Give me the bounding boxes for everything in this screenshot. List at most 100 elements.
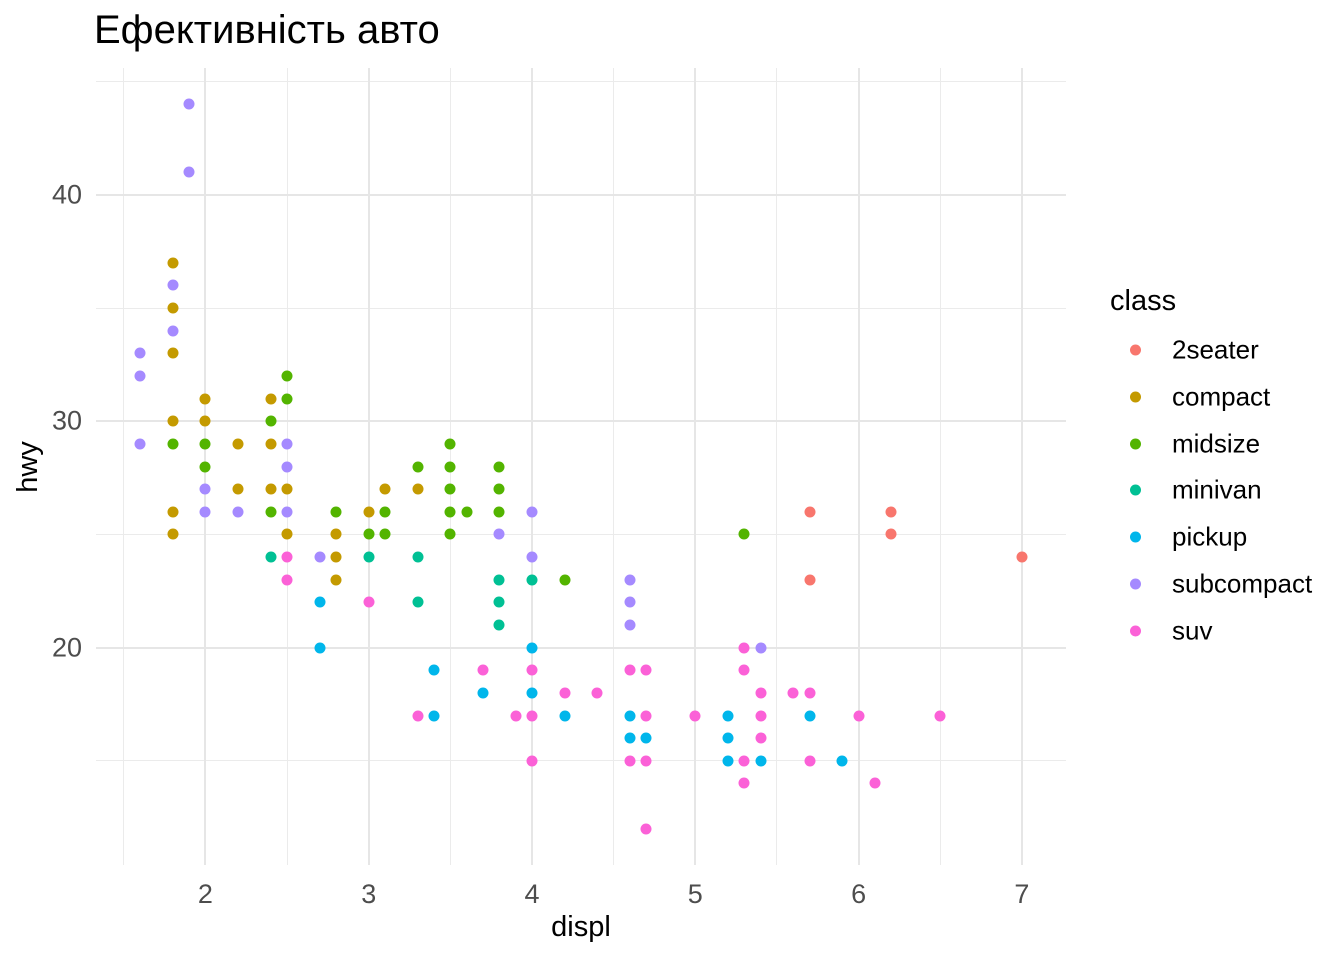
data-point-suv <box>787 687 799 699</box>
data-point-pickup <box>477 687 489 699</box>
data-point-pickup <box>526 687 538 699</box>
legend-item-label: compact <box>1172 381 1271 412</box>
legend-item-label: minivan <box>1172 474 1262 505</box>
data-point-minivan <box>363 551 375 563</box>
data-point-minivan <box>412 551 424 563</box>
data-point-subcompact <box>183 98 195 110</box>
data-point-compact <box>167 347 179 359</box>
gridline-vertical <box>613 68 615 865</box>
data-point-suv <box>510 710 522 722</box>
data-point-pickup <box>314 596 326 608</box>
x-tick-label: 2 <box>197 879 213 909</box>
data-point-pickup <box>526 642 538 654</box>
data-point-minivan <box>493 596 505 608</box>
legend-item-suv: suv <box>1110 615 1330 646</box>
data-point-compact <box>281 483 293 495</box>
data-point-subcompact <box>281 461 293 472</box>
data-point-midsize <box>444 483 456 495</box>
data-point-compact <box>281 528 293 540</box>
data-point-compact <box>167 506 179 518</box>
data-point-minivan <box>493 619 505 631</box>
data-point-subcompact <box>199 483 211 495</box>
data-point-compact <box>167 257 179 269</box>
data-point-pickup <box>624 732 636 744</box>
y-axis-title: hwy <box>12 441 44 493</box>
legend-item-2seater: 2seater <box>1110 335 1330 365</box>
subcompact-swatch-icon <box>1130 578 1141 590</box>
data-point-subcompact <box>281 438 293 450</box>
data-point-compact <box>330 551 342 563</box>
data-point-suv <box>738 642 750 654</box>
data-point-midsize <box>493 483 505 495</box>
legend-item-pickup: pickup <box>1110 522 1330 552</box>
data-point-midsize <box>444 438 456 450</box>
data-point-suv <box>738 664 750 676</box>
data-point-midsize <box>412 461 424 472</box>
data-point-2seater <box>804 506 816 518</box>
data-point-compact <box>232 438 244 450</box>
data-point-suv <box>624 755 636 767</box>
y-tick-label: 30 <box>51 405 82 436</box>
data-point-suv <box>281 551 293 563</box>
data-point-midsize <box>265 506 277 518</box>
data-point-subcompact <box>167 325 179 337</box>
legend: class 2seater compact midsize minivan pickup… <box>1110 285 1330 660</box>
data-point-compact <box>167 302 179 314</box>
gridline-vertical <box>694 68 697 865</box>
data-point-pickup <box>804 710 816 722</box>
data-point-suv <box>363 596 375 608</box>
data-point-midsize <box>461 506 473 518</box>
gridline-vertical <box>1020 68 1023 865</box>
legend-item-label: 2seater <box>1172 334 1259 365</box>
data-point-midsize <box>379 506 391 518</box>
legend-item-label: subcompact <box>1172 568 1313 599</box>
data-point-pickup <box>559 710 571 722</box>
data-point-pickup <box>428 664 440 676</box>
data-point-compact <box>167 415 179 427</box>
gridline-horizontal <box>96 81 1066 83</box>
data-point-suv <box>640 823 652 835</box>
data-point-midsize <box>444 506 456 518</box>
data-point-midsize <box>281 370 293 382</box>
gridline-vertical <box>123 68 125 865</box>
data-point-subcompact <box>134 370 146 382</box>
data-point-suv <box>640 710 652 722</box>
data-point-suv <box>804 687 816 699</box>
data-point-subcompact <box>624 619 636 631</box>
data-point-subcompact <box>232 506 244 518</box>
data-point-2seater <box>804 574 816 586</box>
data-point-midsize <box>493 461 505 472</box>
data-point-suv <box>640 664 652 676</box>
data-point-suv <box>853 710 865 722</box>
data-point-midsize <box>199 461 211 472</box>
data-point-compact <box>412 483 424 495</box>
data-point-suv <box>934 710 946 722</box>
data-point-suv <box>526 710 538 722</box>
data-point-suv <box>640 755 652 767</box>
suv-swatch-icon <box>1130 625 1141 637</box>
data-point-2seater <box>885 506 897 518</box>
data-point-subcompact <box>199 506 211 518</box>
data-point-midsize <box>379 528 391 540</box>
data-point-pickup <box>624 710 636 722</box>
x-axis-title: displ <box>551 911 611 943</box>
data-point-suv <box>526 755 538 767</box>
data-point-suv <box>281 574 293 586</box>
data-point-midsize <box>281 393 293 405</box>
legend-item-midsize: midsize <box>1110 428 1330 459</box>
data-point-compact <box>363 506 375 518</box>
data-point-compact <box>265 438 277 450</box>
data-point-suv <box>559 687 571 699</box>
data-point-pickup <box>755 755 767 767</box>
gridline-vertical <box>776 68 778 865</box>
x-tick-label: 3 <box>361 879 377 909</box>
data-point-suv <box>477 664 489 676</box>
data-point-pickup <box>836 755 848 767</box>
data-point-compact <box>167 528 179 540</box>
x-tick-label: 7 <box>1014 879 1030 909</box>
gridline-horizontal <box>96 760 1066 762</box>
data-point-midsize <box>738 528 750 540</box>
pickup-swatch-icon <box>1130 531 1141 543</box>
gridline-vertical <box>857 68 860 865</box>
